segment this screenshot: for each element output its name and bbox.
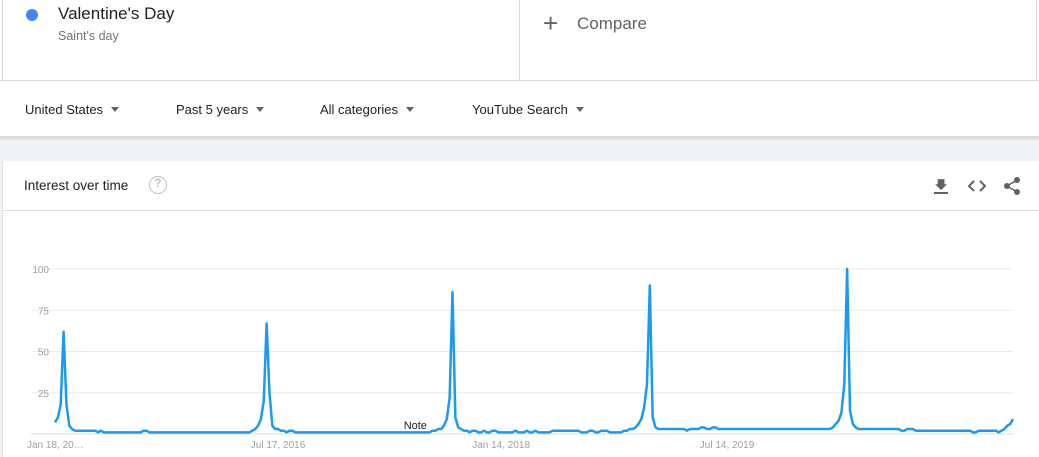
y-tick-label: 50	[38, 348, 50, 359]
category-dropdown[interactable]: All categories	[320, 102, 415, 117]
caret-down-icon	[406, 107, 415, 112]
series-color-dot	[26, 9, 38, 21]
chart-area: 25 50 75 100 Jan 18, 20… Jul 17, 2016 Jan 14, …	[3, 212, 1039, 457]
note-annotation: Note	[404, 420, 427, 432]
widget-title: Interest over time	[24, 178, 129, 193]
region-dropdown[interactable]: United States	[25, 102, 120, 117]
property-dropdown[interactable]: YouTube Search	[472, 102, 584, 117]
property-value: YouTube Search	[472, 102, 568, 117]
plus-icon: +	[543, 8, 559, 38]
region-value: United States	[25, 102, 104, 117]
x-tick-label: Jul 14, 2019	[700, 440, 755, 451]
x-tick-label: Jan 14, 2018	[472, 440, 530, 451]
help-icon[interactable]: ?	[149, 176, 167, 194]
category-value: All categories	[320, 102, 399, 117]
widget-header: Interest over time ?	[3, 161, 1039, 211]
x-tick-label: Jul 17, 2016	[251, 440, 306, 451]
search-term-name[interactable]: Valentine's Day	[58, 4, 175, 23]
series-line-valentines-day	[53, 267, 1015, 434]
embed-icon[interactable]	[966, 175, 988, 197]
download-icon[interactable]	[930, 175, 952, 197]
y-tick-label: 100	[32, 265, 49, 276]
interest-line-chart[interactable]: 25 50 75 100 Jan 18, 20… Jul 17, 2016 Jan 14, …	[3, 212, 1039, 457]
compare-button[interactable]: + Compare	[521, 0, 1037, 81]
x-tick-label: Jan 18, 20…	[27, 440, 84, 451]
time-range-value: Past 5 years	[176, 102, 249, 117]
time-range-dropdown[interactable]: Past 5 years	[176, 102, 265, 117]
search-term-type: Saint's day	[58, 29, 119, 43]
interest-over-time-widget: Interest over time ? 25 50 75 100 Jan 18, 20…	[2, 161, 1039, 457]
search-term-card[interactable]: Valentine's Day Saint's day	[2, 0, 520, 81]
search-terms-bar: Valentine's Day Saint's day + Compare	[0, 0, 1039, 81]
y-tick-label: 75	[38, 306, 50, 317]
caret-down-icon	[111, 107, 120, 112]
caret-down-icon	[256, 107, 265, 112]
compare-label: Compare	[577, 14, 647, 33]
caret-down-icon	[575, 107, 584, 112]
filter-bar: United States Past 5 years All categorie…	[0, 81, 1039, 138]
y-tick-label: 25	[38, 389, 50, 400]
share-icon[interactable]	[1001, 175, 1023, 197]
